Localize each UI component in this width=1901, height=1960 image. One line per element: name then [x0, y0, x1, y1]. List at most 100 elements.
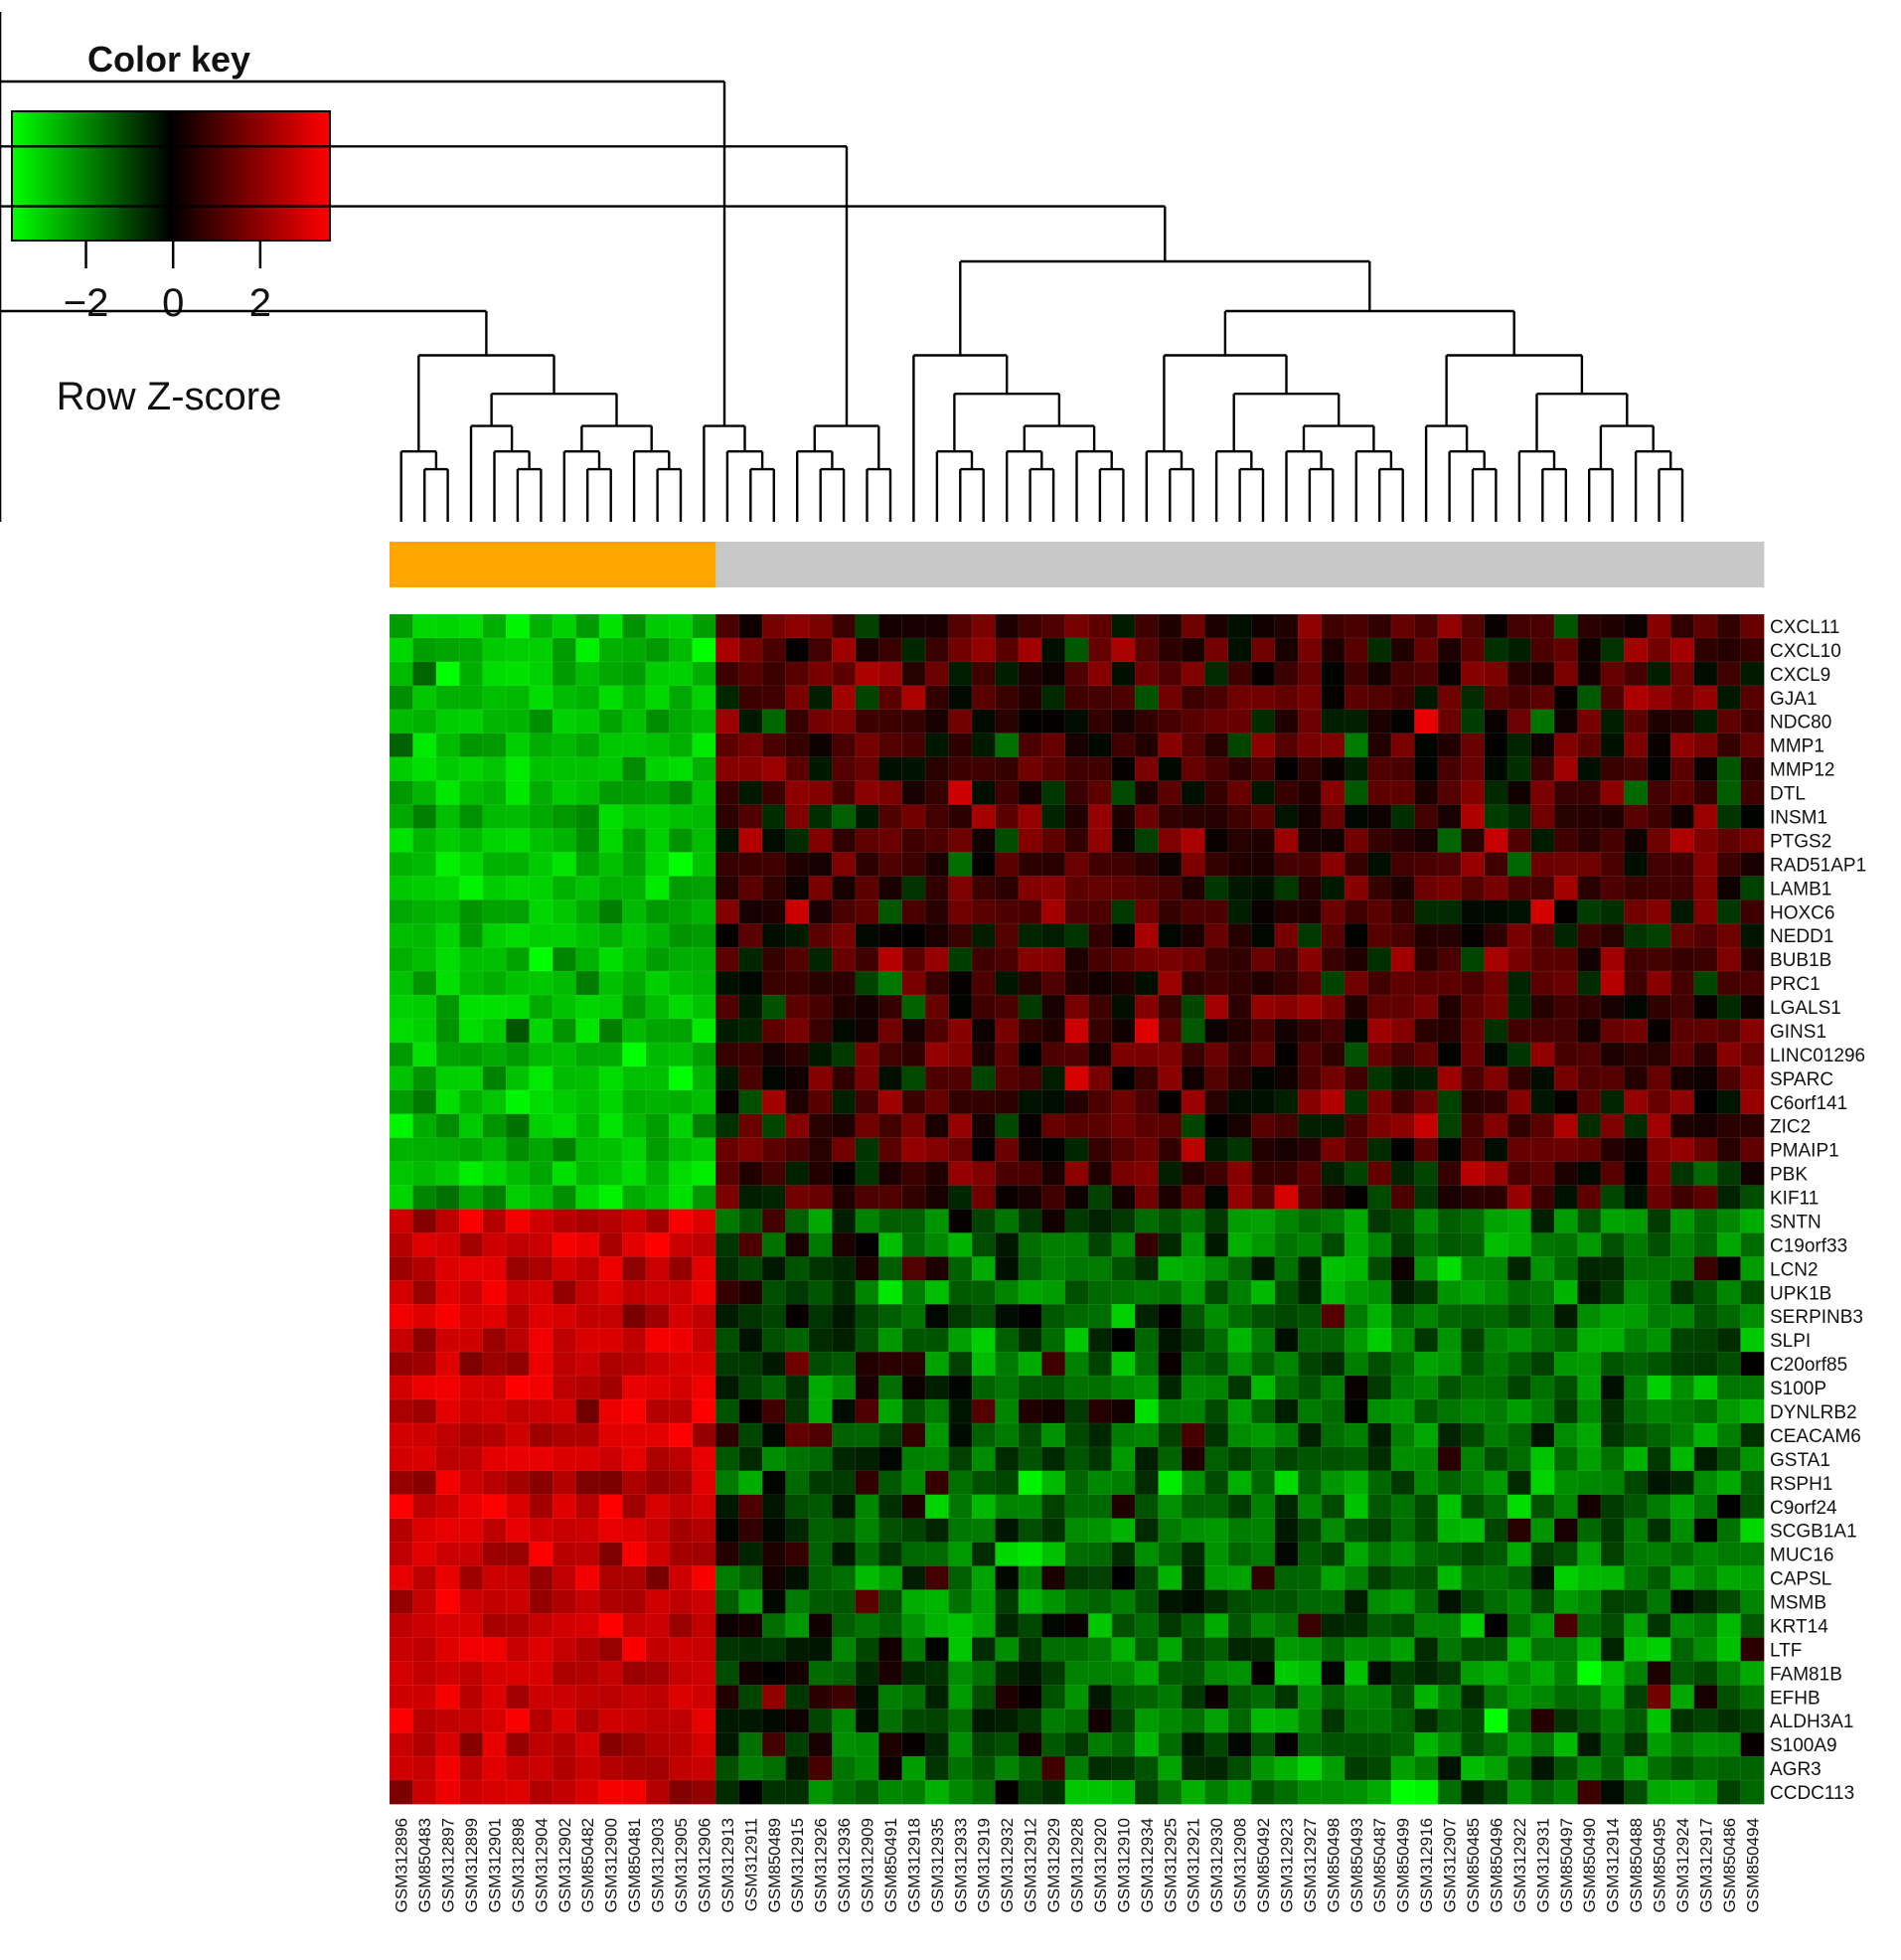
heatmap-cell [1716, 1565, 1742, 1591]
heatmap-cell [1740, 613, 1765, 639]
heatmap-cell [645, 1637, 670, 1663]
heatmap-cell [738, 1708, 763, 1733]
heatmap-cell [1484, 876, 1508, 900]
heatmap-cell [785, 1065, 810, 1091]
heatmap-cell [1204, 1161, 1229, 1187]
heatmap-cell [1460, 709, 1486, 735]
group-bar-cell [1367, 542, 1392, 587]
heatmap-cell [575, 1779, 600, 1805]
heatmap-cell [668, 1494, 694, 1520]
heatmap-cell [785, 1209, 810, 1234]
heatmap-cell [761, 1494, 787, 1520]
heatmap-cell [459, 1398, 484, 1424]
heatmap-cell [1181, 1613, 1206, 1639]
heatmap-cell [714, 1375, 740, 1400]
heatmap-cell [1087, 970, 1113, 996]
heatmap-cell [1274, 1494, 1299, 1520]
heatmap-cell [552, 1351, 577, 1377]
heatmap-cell [435, 970, 461, 996]
heatmap-cell [785, 1351, 810, 1377]
gene-label: CCDC113 [1770, 1783, 1854, 1804]
heatmap-cell [855, 1779, 879, 1805]
heatmap-cell [1134, 637, 1160, 663]
heatmap-cell [1530, 994, 1555, 1020]
heatmap-cell [435, 828, 461, 854]
heatmap-cell [529, 1542, 554, 1567]
heatmap-cell [877, 1518, 903, 1544]
heatmap-cell [1018, 1779, 1043, 1805]
heatmap-cell [1624, 946, 1649, 972]
heatmap-cell [1624, 1280, 1649, 1305]
color-key-axis-label: Row Z-score [57, 375, 282, 418]
heatmap-cell [1506, 828, 1532, 854]
heatmap-cell [855, 1637, 879, 1663]
heatmap-cell [1647, 994, 1671, 1020]
heatmap-cell [1367, 1398, 1392, 1424]
heatmap-cell [1111, 970, 1136, 996]
heatmap-cell [1087, 685, 1113, 711]
heatmap-cell [598, 1065, 624, 1091]
heatmap-cell [389, 756, 414, 782]
heatmap-cell [808, 1518, 834, 1544]
heatmap-cell [1227, 1589, 1252, 1615]
heatmap-cell [1624, 1351, 1649, 1377]
heatmap-cell [692, 733, 716, 758]
heatmap-cell [1041, 756, 1066, 782]
heatmap-cell [482, 1755, 507, 1781]
heatmap-cell [1064, 922, 1089, 948]
heatmap-cell [1251, 804, 1276, 830]
heatmap-cell [1484, 898, 1508, 924]
heatmap-cell [1158, 1113, 1183, 1139]
heatmap-cell [1321, 637, 1346, 663]
heatmap-cell [855, 1708, 879, 1733]
heatmap-cell [855, 946, 879, 972]
heatmap-cell [832, 1755, 857, 1781]
sample-label: GSM312924 [1673, 1818, 1692, 1912]
heatmap-cell [412, 661, 437, 687]
heatmap-cell [971, 1113, 997, 1139]
heatmap-cell [529, 1470, 554, 1496]
heatmap-cell [738, 756, 763, 782]
heatmap-cell [1460, 1161, 1486, 1187]
heatmap-cell [738, 1089, 763, 1115]
heatmap-cell [1204, 1708, 1229, 1733]
heatmap-cell [435, 1209, 461, 1234]
heatmap-cell [529, 1209, 554, 1234]
heatmap-cell [1041, 898, 1066, 924]
heatmap-cell [1460, 756, 1486, 782]
heatmap-cell [924, 1589, 950, 1615]
heatmap-cell [1251, 1209, 1276, 1234]
heatmap-cell [1437, 1470, 1462, 1496]
heatmap-cell [1134, 876, 1160, 900]
heatmap-cell [598, 1470, 624, 1496]
heatmap-cell [1716, 1470, 1742, 1496]
heatmap-cell [761, 1161, 787, 1187]
heatmap-cell [1227, 1375, 1252, 1400]
heatmap-cell [714, 1113, 740, 1139]
heatmap-cell [1134, 994, 1160, 1020]
heatmap-cell [1600, 970, 1626, 996]
heatmap-cell [1647, 1398, 1671, 1424]
heatmap-cell [1460, 613, 1486, 639]
heatmap-cell [435, 1303, 461, 1329]
heatmap-cell [1414, 1613, 1439, 1639]
heatmap-cell [1297, 994, 1323, 1020]
gene-label: BUB1B [1770, 950, 1831, 971]
heatmap-cell [1204, 1375, 1229, 1400]
heatmap-cell [1506, 1565, 1532, 1591]
heatmap-cell [1134, 756, 1160, 782]
heatmap-cell [1111, 1755, 1136, 1781]
heatmap-cell [1344, 1589, 1369, 1615]
heatmap-cell [995, 1755, 1020, 1781]
heatmap-cell [622, 1280, 647, 1305]
heatmap-cell [692, 661, 716, 687]
heatmap-cell [1158, 1089, 1183, 1115]
heatmap-cell [1018, 1089, 1043, 1115]
heatmap-cell [622, 922, 647, 948]
heatmap-cell [738, 1685, 763, 1710]
heatmap-cell [1484, 1209, 1508, 1234]
heatmap-cell [1111, 1613, 1136, 1639]
heatmap-cell [1460, 1398, 1486, 1424]
heatmap-cell [901, 1637, 926, 1663]
heatmap-cell [1414, 661, 1439, 687]
